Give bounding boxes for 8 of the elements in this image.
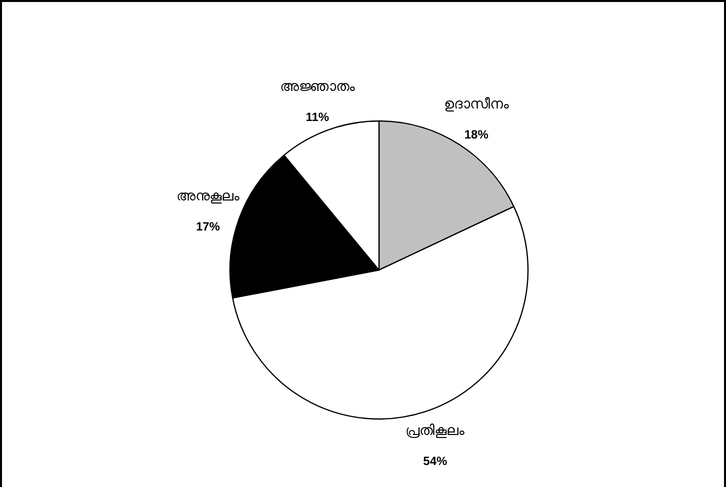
data-label: 17% — [196, 219, 220, 234]
data-label: 11% — [306, 110, 330, 124]
data-label: 18% — [464, 128, 489, 142]
slice-label: പ്രതികൂലം — [406, 422, 465, 439]
slice-label: ഉദാസീനം — [444, 96, 509, 113]
slice-label: അജ്ഞാതം — [280, 78, 355, 95]
slice-label: അനുകൂലം — [176, 188, 240, 204]
data-label: 54% — [423, 454, 448, 468]
